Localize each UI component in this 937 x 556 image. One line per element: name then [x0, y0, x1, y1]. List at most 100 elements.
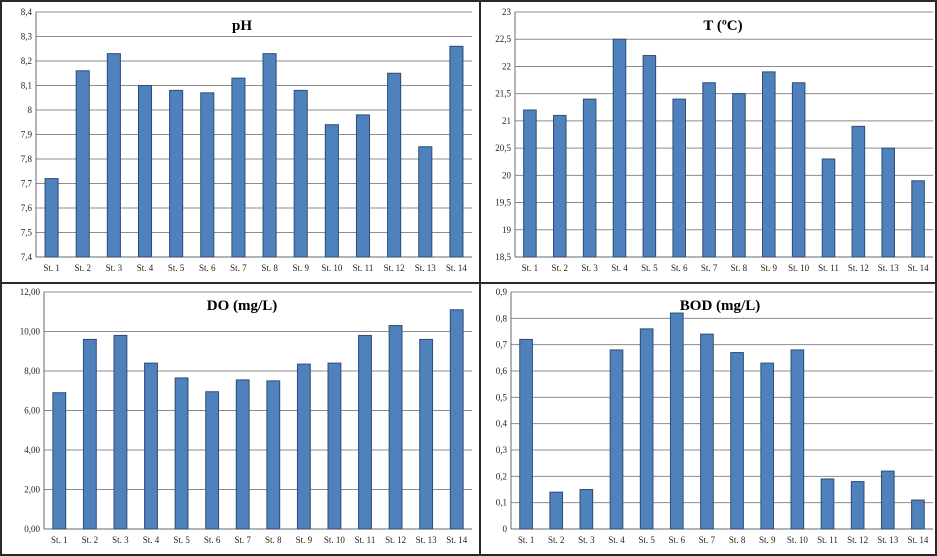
chart-panel-ph: 7,4 7,5 7,6 7,7 7,8 7,9 8 8,1 8,2 8,3 8,4 St. 1 St. … — [0, 0, 481, 284]
y-tick-label: 7,4 — [21, 252, 33, 262]
bar — [582, 98, 597, 258]
y-tick-label: 22 — [502, 61, 511, 71]
y-tick-label: 0,1 — [496, 498, 507, 508]
x-tick-label: St. 9 — [759, 535, 776, 545]
bar — [881, 147, 895, 258]
x-tick-label: St. 14 — [446, 535, 468, 545]
x-tick-label: St. 4 — [608, 535, 625, 545]
x-tick-label: St. 9 — [292, 263, 309, 273]
bar — [388, 325, 403, 530]
y-tick-label: 12,00 — [20, 287, 41, 297]
chart-bod: 0 0,1 0,2 0,3 0,4 0,5 0,6 0,7 0,8 0,9 St. 1 St. 2 St… — [496, 287, 933, 545]
x-tick-label: St. 1 — [518, 535, 535, 545]
x-tick-label: St. 4 — [611, 263, 628, 273]
y-tick-label: 0,9 — [496, 287, 508, 297]
bar — [609, 349, 624, 530]
x-tick-label: St. 1 — [51, 535, 68, 545]
chart-title: T (ºC) — [703, 18, 742, 34]
bar — [327, 362, 342, 530]
y-tick-label: 0,3 — [496, 445, 508, 455]
bar — [231, 77, 246, 258]
bar — [820, 478, 835, 530]
x-tick-label: St. 6 — [199, 263, 216, 273]
x-tick-label: St. 12 — [385, 535, 406, 545]
x-tick-label: St. 8 — [265, 535, 282, 545]
bar — [387, 72, 402, 258]
x-tick-label: St. 8 — [731, 263, 748, 273]
x-tick-label: St. 11 — [818, 263, 839, 273]
y-tick-label: 0,00 — [24, 524, 40, 534]
y-tick-label: 23 — [502, 7, 512, 17]
bar — [419, 338, 434, 530]
bar — [579, 489, 594, 530]
bar — [702, 82, 716, 258]
bar — [418, 146, 433, 258]
x-tick-label: St. 10 — [787, 535, 809, 545]
y-tick-label: 8,2 — [21, 56, 32, 66]
y-tick-label: 0,2 — [496, 471, 507, 481]
chart-title: DO (mg/L) — [207, 298, 277, 314]
bar — [549, 491, 564, 530]
x-tick-label: St. 8 — [729, 535, 746, 545]
bar — [880, 470, 895, 530]
y-tick-label: 10,00 — [20, 327, 41, 337]
y-tick-label: 0,8 — [496, 313, 508, 323]
y-tick-label: 0 — [503, 524, 508, 534]
y-tick-label: 7,9 — [21, 130, 33, 140]
bar — [612, 38, 627, 258]
y-tick-label: 8,00 — [24, 366, 40, 376]
x-tick-label: St. 12 — [848, 263, 869, 273]
x-tick-label: St. 10 — [324, 535, 346, 545]
bar — [553, 114, 567, 258]
bar — [82, 338, 97, 530]
bar — [144, 362, 158, 530]
y-tick-label: 19,5 — [495, 198, 511, 208]
bar — [113, 334, 128, 530]
bar — [639, 328, 654, 530]
x-tick-label: St. 6 — [671, 263, 688, 273]
x-tick-label: St. 9 — [296, 535, 313, 545]
bar — [205, 391, 220, 530]
bar — [732, 93, 746, 258]
x-tick-label: St. 14 — [907, 535, 929, 545]
bar — [174, 377, 189, 530]
bar — [911, 180, 925, 258]
x-tick-label: St. 6 — [204, 535, 221, 545]
y-tick-label: 0,7 — [496, 340, 508, 350]
x-tick-label: St. 3 — [112, 535, 129, 545]
x-tick-label: St. 3 — [581, 263, 598, 273]
y-tick-label: 8 — [28, 105, 33, 115]
x-tick-label: St. 13 — [877, 535, 899, 545]
x-tick-label: St. 5 — [638, 535, 655, 545]
bar — [850, 481, 865, 530]
x-tick-label: St. 14 — [908, 263, 930, 273]
y-tick-label: 7,7 — [21, 179, 33, 189]
x-tick-label: St. 12 — [847, 535, 868, 545]
x-tick-label: St. 1 — [522, 263, 539, 273]
bar — [266, 380, 281, 530]
y-tick-label: 4,00 — [24, 445, 40, 455]
y-tick-label: 0,6 — [496, 366, 508, 376]
y-tick-label: 0,5 — [496, 392, 508, 402]
x-tick-label: St. 7 — [699, 535, 716, 545]
y-tick-label: 20 — [502, 170, 512, 180]
y-tick-label: 2,00 — [24, 485, 40, 495]
x-tick-label: St. 5 — [168, 263, 185, 273]
x-tick-label: St. 2 — [74, 263, 91, 273]
bar — [324, 124, 339, 258]
x-tick-label: St. 13 — [415, 263, 437, 273]
y-tick-label: 22,5 — [495, 34, 511, 44]
bar — [519, 338, 533, 530]
x-tick-label: St. 13 — [416, 535, 438, 545]
y-tick-label: 20,5 — [495, 143, 511, 153]
chart-panel-bod: 0 0,1 0,2 0,3 0,4 0,5 0,6 0,7 0,8 0,9 St. 1 St. 2 St… — [479, 282, 937, 556]
x-tick-label: St. 6 — [669, 535, 686, 545]
bar — [762, 71, 776, 258]
x-tick-label: St. 13 — [878, 263, 900, 273]
bar — [821, 158, 836, 258]
y-tick-label: 7,6 — [21, 203, 33, 213]
bar — [296, 363, 311, 530]
bar — [791, 82, 806, 258]
x-tick-label: St. 5 — [641, 263, 658, 273]
x-tick-label: St. 3 — [578, 535, 595, 545]
